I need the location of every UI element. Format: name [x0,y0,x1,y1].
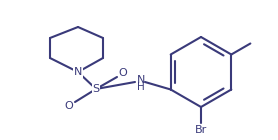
Text: O: O [64,101,73,111]
Text: S: S [93,84,100,94]
Text: N: N [137,75,145,85]
Text: N: N [74,67,82,77]
Text: H: H [137,82,145,92]
Text: Br: Br [195,125,207,135]
Text: O: O [119,68,127,78]
